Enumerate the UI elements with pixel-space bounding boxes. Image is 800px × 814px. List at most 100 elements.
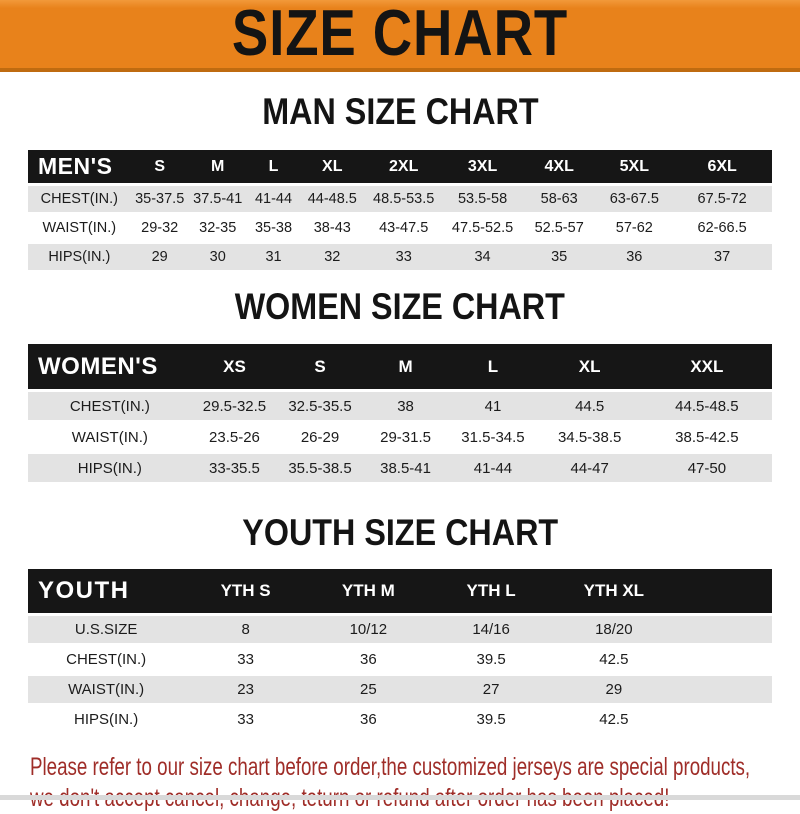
women-column-header: S: [277, 344, 363, 389]
size-value: 41: [448, 392, 538, 420]
men-column-header: 4XL: [521, 150, 597, 183]
women-column-header: XS: [191, 344, 278, 389]
size-value: 30: [188, 244, 247, 270]
disclaimer-note: Please refer to our size chart before or…: [30, 752, 800, 814]
women-column-header: L: [448, 344, 538, 389]
size-value: 47-50: [641, 454, 772, 482]
size-value: 32.5-35.5: [277, 392, 363, 420]
filler-cell: [675, 676, 772, 703]
size-value: 36: [306, 646, 430, 673]
youth-chest-row: CHEST(IN.) 33 36 39.5 42.5: [28, 646, 772, 673]
youth-ussize-row: U.S.SIZE 8 10/12 14/16 18/20: [28, 616, 772, 643]
men-column-header: S: [130, 150, 189, 183]
size-value: 33: [184, 646, 307, 673]
size-value: 38.5-42.5: [641, 423, 772, 451]
men-column-header: XL: [300, 150, 365, 183]
size-value: 34: [443, 244, 522, 270]
men-column-header: 3XL: [443, 150, 522, 183]
size-value: 23: [184, 676, 307, 703]
women-size-table: WOMEN'S XS S M L XL XXL CHEST(IN.) 29.5-…: [28, 341, 772, 485]
filler-cell: [675, 706, 772, 733]
youth-section-heading-text: YOUTH SIZE CHART: [242, 512, 558, 554]
row-label: CHEST(IN.): [28, 392, 192, 420]
size-value: 37: [672, 244, 772, 270]
women-header-row: WOMEN'S XS S M L XL XXL: [28, 344, 772, 389]
size-value: 43-47.5: [364, 215, 444, 241]
men-hips-row: HIPS(IN.) 29 30 31 32 33 34 35 36 37: [28, 244, 772, 270]
size-value: 32-35: [188, 215, 247, 241]
men-size-table: MEN'S S M L XL 2XL 3XL 4XL 5XL 6XL CHEST…: [28, 147, 772, 273]
men-column-header: 2XL: [364, 150, 444, 183]
row-label: CHEST(IN.): [28, 186, 131, 212]
size-value: 33-35.5: [191, 454, 278, 482]
women-column-header: M: [362, 344, 449, 389]
size-value: 57-62: [596, 215, 673, 241]
youth-header-row: YOUTH YTH S YTH M YTH L YTH XL: [28, 569, 772, 613]
size-value: 44.5: [537, 392, 642, 420]
size-value: 42.5: [552, 706, 676, 733]
size-value: 27: [429, 676, 553, 703]
size-value: 35-37.5: [130, 186, 189, 212]
disclaimer-line-1: Please refer to our size chart before or…: [30, 753, 751, 781]
women-column-header: XL: [537, 344, 642, 389]
row-label: WAIST(IN.): [28, 215, 131, 241]
size-value: 38-43: [300, 215, 365, 241]
size-value: 41-44: [448, 454, 538, 482]
women-table-label: WOMEN'S: [28, 344, 192, 389]
filler-header-cell: [675, 569, 772, 613]
size-value: 35: [521, 244, 597, 270]
size-value: 38: [362, 392, 449, 420]
size-value: 31: [246, 244, 301, 270]
youth-size-table: YOUTH YTH S YTH M YTH L YTH XL U.S.SIZE …: [28, 566, 772, 736]
youth-column-header: YTH M: [306, 569, 430, 613]
size-value: 36: [596, 244, 673, 270]
size-value: 44.5-48.5: [641, 392, 772, 420]
size-value: 29: [130, 244, 189, 270]
size-value: 41-44: [246, 186, 301, 212]
size-value: 29.5-32.5: [191, 392, 278, 420]
row-label: HIPS(IN.): [28, 244, 131, 270]
men-column-header: 6XL: [672, 150, 772, 183]
men-column-header: 5XL: [596, 150, 673, 183]
size-value: 44-48.5: [300, 186, 365, 212]
youth-hips-row: HIPS(IN.) 33 36 39.5 42.5: [28, 706, 772, 733]
size-value: 38.5-41: [362, 454, 449, 482]
women-section-heading-text: WOMEN SIZE CHART: [234, 286, 566, 328]
size-value: 48.5-53.5: [364, 186, 444, 212]
women-waist-row: WAIST(IN.) 23.5-26 26-29 29-31.5 31.5-34…: [28, 423, 772, 451]
women-chest-row: CHEST(IN.) 29.5-32.5 32.5-35.5 38 41 44.…: [28, 392, 772, 420]
size-value: 35-38: [246, 215, 301, 241]
row-label: HIPS(IN.): [28, 706, 185, 733]
men-header-row: MEN'S S M L XL 2XL 3XL 4XL 5XL 6XL: [28, 150, 772, 183]
man-section-heading-text: MAN SIZE CHART: [261, 91, 539, 133]
size-value: 10/12: [306, 616, 430, 643]
size-value: 67.5-72: [672, 186, 772, 212]
row-label: U.S.SIZE: [28, 616, 185, 643]
men-table-label: MEN'S: [28, 150, 131, 183]
size-value: 52.5-57: [521, 215, 597, 241]
row-label: CHEST(IN.): [28, 646, 185, 673]
row-label: WAIST(IN.): [28, 676, 185, 703]
size-value: 31.5-34.5: [448, 423, 538, 451]
youth-table-label: YOUTH: [28, 569, 185, 613]
size-value: 47.5-52.5: [443, 215, 522, 241]
size-value: 58-63: [521, 186, 597, 212]
size-value: 35.5-38.5: [277, 454, 363, 482]
size-value: 29-31.5: [362, 423, 449, 451]
bottom-edge-strip: [0, 795, 800, 800]
men-column-header: M: [188, 150, 247, 183]
row-label: WAIST(IN.): [28, 423, 192, 451]
man-section-heading: MAN SIZE CHART: [0, 72, 800, 147]
size-value: 14/16: [429, 616, 553, 643]
size-value: 26-29: [277, 423, 363, 451]
size-value: 34.5-38.5: [537, 423, 642, 451]
size-value: 44-47: [537, 454, 642, 482]
banner: SIZE CHART: [0, 0, 800, 72]
men-waist-row: WAIST(IN.) 29-32 32-35 35-38 38-43 43-47…: [28, 215, 772, 241]
youth-waist-row: WAIST(IN.) 23 25 27 29: [28, 676, 772, 703]
youth-column-header: YTH L: [429, 569, 553, 613]
banner-title: SIZE CHART: [231, 0, 569, 70]
size-value: 39.5: [429, 706, 553, 733]
size-value: 37.5-41: [188, 186, 247, 212]
